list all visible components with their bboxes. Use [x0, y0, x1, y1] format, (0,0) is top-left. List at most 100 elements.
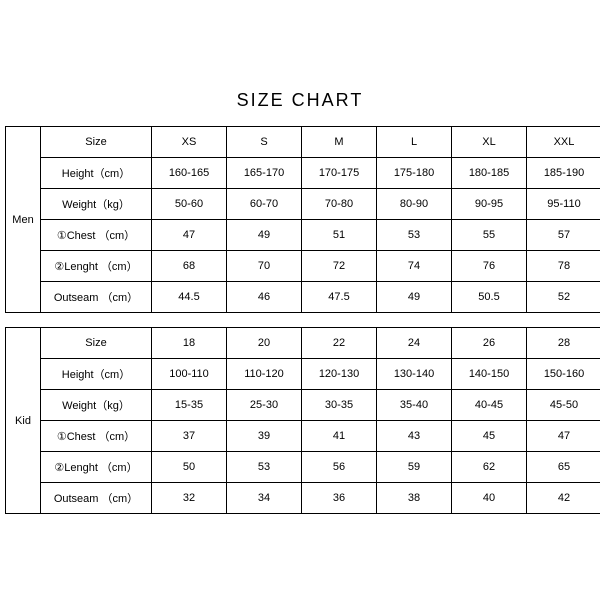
data-cell: 165-170 — [227, 158, 302, 189]
data-cell: 15-35 — [152, 390, 227, 421]
data-cell: 160-165 — [152, 158, 227, 189]
data-cell: 56 — [302, 452, 377, 483]
table-row: Kid Size 18 20 22 24 26 28 — [6, 328, 600, 359]
data-cell: 37 — [152, 421, 227, 452]
data-cell: 34 — [227, 483, 302, 514]
table-row: Weight（kg） 50-60 60-70 70-80 80-90 90-95… — [6, 189, 600, 220]
data-cell: 57 — [527, 220, 600, 251]
data-cell: 45 — [452, 421, 527, 452]
group-label-kid: Kid — [6, 328, 41, 514]
data-cell: 49 — [227, 220, 302, 251]
data-cell: 180-185 — [452, 158, 527, 189]
data-cell: 40-45 — [452, 390, 527, 421]
data-cell: 22 — [302, 328, 377, 359]
data-cell: 20 — [227, 328, 302, 359]
data-cell: 65 — [527, 452, 600, 483]
table-row: Height（cm） 160-165 165-170 170-175 175-1… — [6, 158, 600, 189]
data-cell: 100-110 — [152, 359, 227, 390]
data-cell: 30-35 — [302, 390, 377, 421]
data-cell: 51 — [302, 220, 377, 251]
attr-cell: Outseam （cm） — [41, 282, 152, 313]
table-row: Height（cm） 100-110 110-120 120-130 130-1… — [6, 359, 600, 390]
data-cell: S — [227, 127, 302, 158]
data-cell: 130-140 — [377, 359, 452, 390]
data-cell: 50 — [152, 452, 227, 483]
attr-cell: Weight（kg） — [41, 189, 152, 220]
data-cell: 39 — [227, 421, 302, 452]
data-cell: 36 — [302, 483, 377, 514]
attr-cell: ②Lenght （cm） — [41, 251, 152, 282]
data-cell: 70-80 — [302, 189, 377, 220]
attr-cell: Size — [41, 127, 152, 158]
data-cell: 140-150 — [452, 359, 527, 390]
table-row: ②Lenght （cm） 50 53 56 59 62 65 — [6, 452, 600, 483]
data-cell: 170-175 — [302, 158, 377, 189]
data-cell: 50-60 — [152, 189, 227, 220]
attr-cell: Height（cm） — [41, 359, 152, 390]
data-cell: 55 — [452, 220, 527, 251]
data-cell: 90-95 — [452, 189, 527, 220]
data-cell: 46 — [227, 282, 302, 313]
size-table-kid: Kid Size 18 20 22 24 26 28 Height（cm） 10… — [5, 327, 600, 514]
data-cell: 28 — [527, 328, 600, 359]
data-cell: L — [377, 127, 452, 158]
data-cell: 53 — [227, 452, 302, 483]
data-cell: 40 — [452, 483, 527, 514]
data-cell: 43 — [377, 421, 452, 452]
data-cell: 42 — [527, 483, 600, 514]
data-cell: 120-130 — [302, 359, 377, 390]
data-cell: 53 — [377, 220, 452, 251]
data-cell: 41 — [302, 421, 377, 452]
data-cell: XL — [452, 127, 527, 158]
data-cell: 76 — [452, 251, 527, 282]
data-cell: 47 — [527, 421, 600, 452]
data-cell: 47.5 — [302, 282, 377, 313]
table-row: ①Chest （cm） 37 39 41 43 45 47 — [6, 421, 600, 452]
data-cell: 78 — [527, 251, 600, 282]
data-cell: 175-180 — [377, 158, 452, 189]
attr-cell: Weight（kg） — [41, 390, 152, 421]
table-row: ②Lenght （cm） 68 70 72 74 76 78 — [6, 251, 600, 282]
data-cell: 26 — [452, 328, 527, 359]
data-cell: 72 — [302, 251, 377, 282]
data-cell: 50.5 — [452, 282, 527, 313]
data-cell: 60-70 — [227, 189, 302, 220]
data-cell: 45-50 — [527, 390, 600, 421]
data-cell: 62 — [452, 452, 527, 483]
attr-cell: ②Lenght （cm） — [41, 452, 152, 483]
data-cell: 25-30 — [227, 390, 302, 421]
data-cell: XXL — [527, 127, 600, 158]
attr-cell: ①Chest （cm） — [41, 421, 152, 452]
chart-title: SIZE CHART — [237, 90, 364, 111]
attr-cell: Height（cm） — [41, 158, 152, 189]
data-cell: 185-190 — [527, 158, 600, 189]
data-cell: 32 — [152, 483, 227, 514]
data-cell: 35-40 — [377, 390, 452, 421]
table-row: Men Size XS S M L XL XXL — [6, 127, 600, 158]
table-row: Outseam （cm） 32 34 36 38 40 42 — [6, 483, 600, 514]
data-cell: 110-120 — [227, 359, 302, 390]
table-row: Outseam （cm） 44.5 46 47.5 49 50.5 52 — [6, 282, 600, 313]
data-cell: 74 — [377, 251, 452, 282]
data-cell: 24 — [377, 328, 452, 359]
data-cell: XS — [152, 127, 227, 158]
size-table-men: Men Size XS S M L XL XXL Height（cm） 160-… — [5, 126, 600, 313]
data-cell: 95-110 — [527, 189, 600, 220]
data-cell: M — [302, 127, 377, 158]
attr-cell: Outseam （cm） — [41, 483, 152, 514]
data-cell: 52 — [527, 282, 600, 313]
data-cell: 68 — [152, 251, 227, 282]
data-cell: 18 — [152, 328, 227, 359]
data-cell: 150-160 — [527, 359, 600, 390]
data-cell: 49 — [377, 282, 452, 313]
attr-cell: ①Chest （cm） — [41, 220, 152, 251]
data-cell: 47 — [152, 220, 227, 251]
data-cell: 80-90 — [377, 189, 452, 220]
data-cell: 44.5 — [152, 282, 227, 313]
data-cell: 59 — [377, 452, 452, 483]
attr-cell: Size — [41, 328, 152, 359]
table-spacer — [5, 313, 595, 327]
group-label-men: Men — [6, 127, 41, 313]
chart-container: Men Size XS S M L XL XXL Height（cm） 160-… — [5, 126, 595, 514]
table-row: Weight（kg） 15-35 25-30 30-35 35-40 40-45… — [6, 390, 600, 421]
